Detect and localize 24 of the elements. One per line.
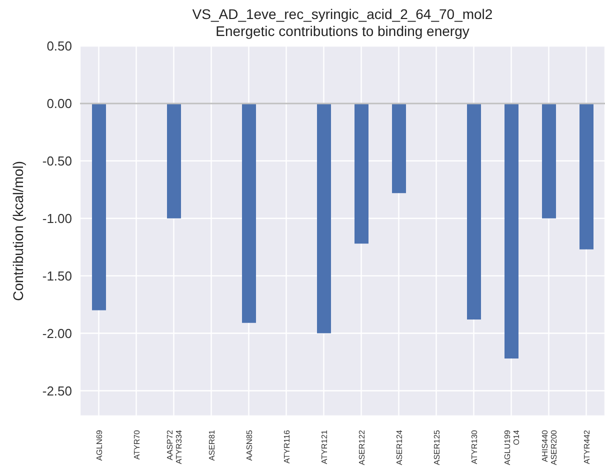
x-tick-label: ATYR70 — [132, 429, 142, 460]
x-tick-label: AASP72 ATYR334 — [165, 429, 184, 464]
x-tick-label: ASER122 — [357, 429, 366, 466]
y-axis-title: Contribution (kcal/mol) — [10, 160, 26, 301]
x-tick-label: AGLN69 — [94, 429, 104, 461]
chart-subtitle: Energetic contributions to binding energy — [214, 23, 470, 40]
y-tick-label: -2.50 — [42, 383, 72, 398]
y-tick-label: -1.50 — [42, 268, 72, 284]
x-tick-label: AASN85 — [244, 429, 254, 461]
y-tick-label: -2.00 — [42, 326, 72, 341]
x-tick-label: AGLU199 O14 — [502, 429, 521, 466]
chart-title: VS_AD_1eve_rec_syringic_acid_2_64_70_mol2 — [191, 6, 494, 23]
y-tick-label: 0.00 — [46, 96, 72, 112]
x-tick-label: ATYR442 — [582, 429, 592, 464]
x-tick-label: AHIS440 ASER200 — [540, 429, 558, 466]
y-tick-label: -1.00 — [42, 210, 72, 226]
x-tick-label: ASER125 — [432, 429, 442, 466]
y-tick-label: 0.50 — [46, 38, 72, 54]
x-tick-label: ATYR130 — [470, 429, 479, 464]
x-tick-label: ASER81 — [207, 429, 216, 461]
x-tick-label: ASER124 — [394, 429, 404, 466]
x-tick-label: ATYR116 — [282, 429, 292, 464]
x-tick-label: ATYR121 — [320, 429, 329, 464]
y-tick-label: -0.50 — [42, 154, 72, 169]
